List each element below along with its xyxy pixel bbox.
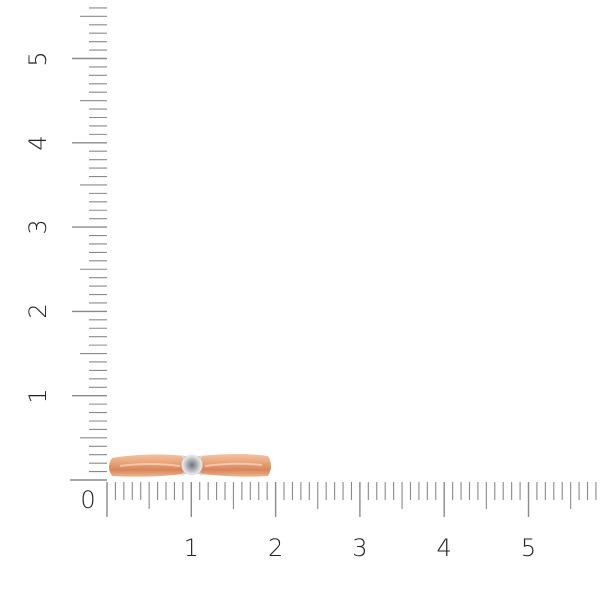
origin-label: 0 — [80, 486, 96, 514]
vertical-unit-label: 3 — [24, 219, 52, 235]
ruler-ticks — [70, 7, 597, 517]
vertical-unit-label: 5 — [24, 50, 52, 67]
horizontal-unit-label: 4 — [436, 534, 452, 562]
vertical-unit-label: 2 — [24, 303, 52, 320]
horizontal-unit-label: 5 — [520, 534, 537, 562]
horizontal-unit-label: 3 — [352, 534, 368, 562]
diamond-stone — [181, 454, 203, 476]
horizontal-unit-label: 2 — [267, 534, 284, 562]
ring-image — [109, 454, 271, 477]
horizontal-unit-label: 1 — [183, 534, 199, 562]
vertical-unit-label: 4 — [24, 135, 52, 151]
vertical-unit-label: 1 — [24, 388, 52, 404]
